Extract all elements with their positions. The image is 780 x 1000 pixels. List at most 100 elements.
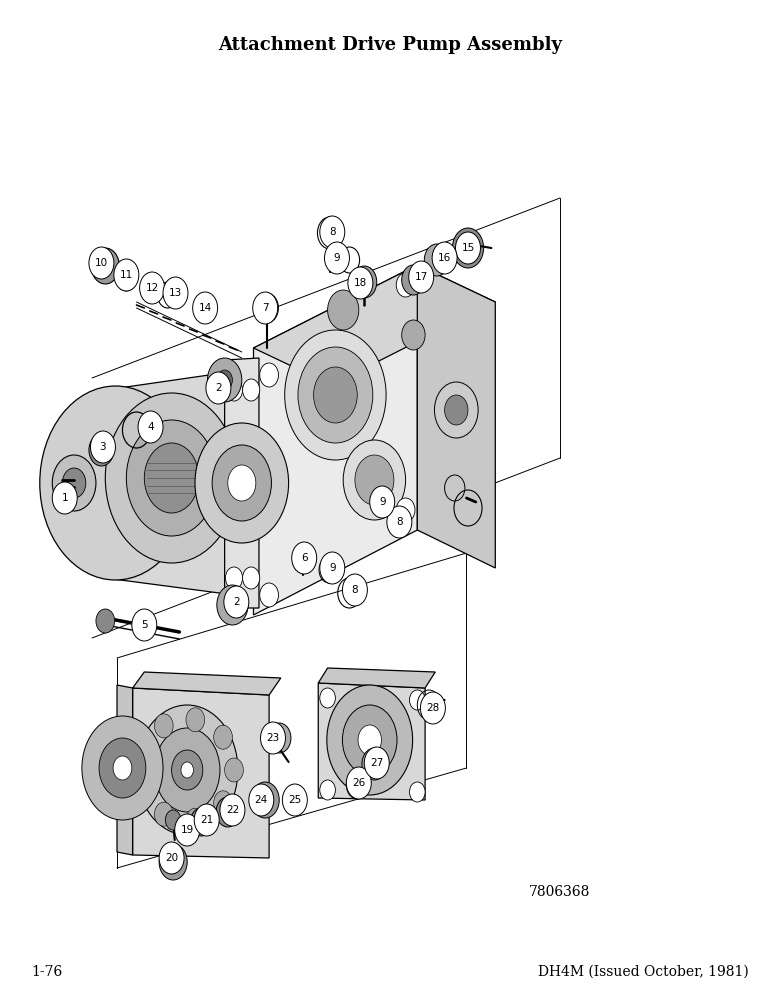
Circle shape — [62, 468, 86, 498]
Circle shape — [154, 714, 173, 738]
Circle shape — [190, 808, 212, 836]
Circle shape — [154, 802, 173, 826]
Text: Attachment Drive Pump Assembly: Attachment Drive Pump Assembly — [218, 36, 562, 54]
Circle shape — [424, 244, 449, 276]
Circle shape — [364, 747, 389, 779]
Text: 1-76: 1-76 — [31, 965, 62, 979]
Text: 8: 8 — [396, 517, 402, 527]
Circle shape — [243, 567, 260, 589]
Circle shape — [144, 443, 199, 513]
Text: 4: 4 — [147, 422, 154, 432]
Circle shape — [314, 367, 357, 423]
Polygon shape — [133, 688, 269, 858]
Text: 7: 7 — [262, 303, 268, 313]
Circle shape — [181, 762, 193, 778]
Circle shape — [342, 705, 397, 775]
Circle shape — [409, 261, 434, 293]
Text: 3: 3 — [100, 442, 106, 452]
Text: 9: 9 — [379, 497, 385, 507]
Text: 7806368: 7806368 — [530, 885, 590, 899]
Text: 21: 21 — [200, 815, 213, 825]
Circle shape — [225, 379, 243, 401]
Circle shape — [136, 705, 238, 835]
Circle shape — [186, 708, 204, 732]
Circle shape — [217, 585, 248, 625]
Text: 2: 2 — [233, 597, 239, 607]
Polygon shape — [254, 265, 417, 615]
Circle shape — [216, 797, 239, 827]
Circle shape — [355, 455, 394, 505]
Circle shape — [420, 692, 445, 724]
Circle shape — [116, 265, 136, 291]
Circle shape — [452, 228, 484, 268]
Circle shape — [134, 741, 153, 765]
Circle shape — [320, 688, 335, 708]
Text: 28: 28 — [427, 703, 439, 713]
Circle shape — [217, 370, 232, 390]
Text: 27: 27 — [370, 758, 383, 768]
Circle shape — [91, 248, 119, 284]
Circle shape — [52, 455, 96, 511]
Circle shape — [172, 750, 203, 790]
Circle shape — [228, 465, 256, 501]
Circle shape — [282, 784, 307, 816]
Circle shape — [251, 782, 279, 818]
Circle shape — [298, 347, 373, 443]
Circle shape — [105, 393, 238, 563]
Circle shape — [320, 216, 345, 248]
Text: 1: 1 — [62, 493, 68, 503]
Circle shape — [138, 411, 163, 443]
Circle shape — [445, 395, 468, 425]
Text: 18: 18 — [354, 278, 367, 288]
Circle shape — [346, 771, 368, 799]
Circle shape — [134, 775, 153, 799]
Text: 8: 8 — [352, 585, 358, 595]
Circle shape — [456, 232, 480, 264]
Circle shape — [432, 242, 457, 274]
Text: 5: 5 — [141, 620, 147, 630]
Text: 9: 9 — [334, 253, 340, 263]
Text: 24: 24 — [255, 795, 268, 805]
Text: 11: 11 — [120, 270, 133, 280]
Circle shape — [90, 431, 115, 463]
Text: 9: 9 — [329, 563, 335, 573]
Circle shape — [320, 780, 335, 800]
Circle shape — [324, 242, 349, 274]
Circle shape — [225, 567, 243, 589]
Text: 6: 6 — [301, 553, 307, 563]
Circle shape — [358, 725, 381, 755]
Circle shape — [434, 382, 478, 438]
Circle shape — [396, 273, 415, 297]
Circle shape — [132, 609, 157, 641]
Text: 22: 22 — [226, 805, 239, 815]
Text: DH4M (Issued October, 1981): DH4M (Issued October, 1981) — [538, 965, 749, 979]
Circle shape — [52, 482, 77, 514]
Circle shape — [207, 358, 242, 402]
Text: 25: 25 — [289, 795, 301, 805]
Polygon shape — [254, 265, 495, 385]
Polygon shape — [133, 672, 281, 695]
Circle shape — [99, 738, 146, 798]
Polygon shape — [117, 685, 133, 855]
Text: 8: 8 — [329, 227, 335, 237]
Circle shape — [402, 265, 425, 295]
Circle shape — [410, 690, 425, 710]
Circle shape — [320, 552, 345, 584]
Circle shape — [346, 767, 371, 799]
Polygon shape — [318, 683, 425, 800]
Text: 10: 10 — [95, 258, 108, 268]
Text: 12: 12 — [146, 283, 158, 293]
Circle shape — [396, 498, 415, 522]
Circle shape — [370, 486, 395, 518]
Circle shape — [260, 363, 278, 387]
Circle shape — [175, 814, 200, 846]
Circle shape — [163, 277, 188, 309]
Circle shape — [159, 842, 184, 874]
Circle shape — [194, 804, 219, 836]
Circle shape — [195, 423, 289, 543]
Circle shape — [165, 810, 181, 830]
Circle shape — [410, 782, 425, 802]
Polygon shape — [105, 368, 257, 598]
Circle shape — [283, 785, 307, 815]
Circle shape — [352, 266, 377, 298]
